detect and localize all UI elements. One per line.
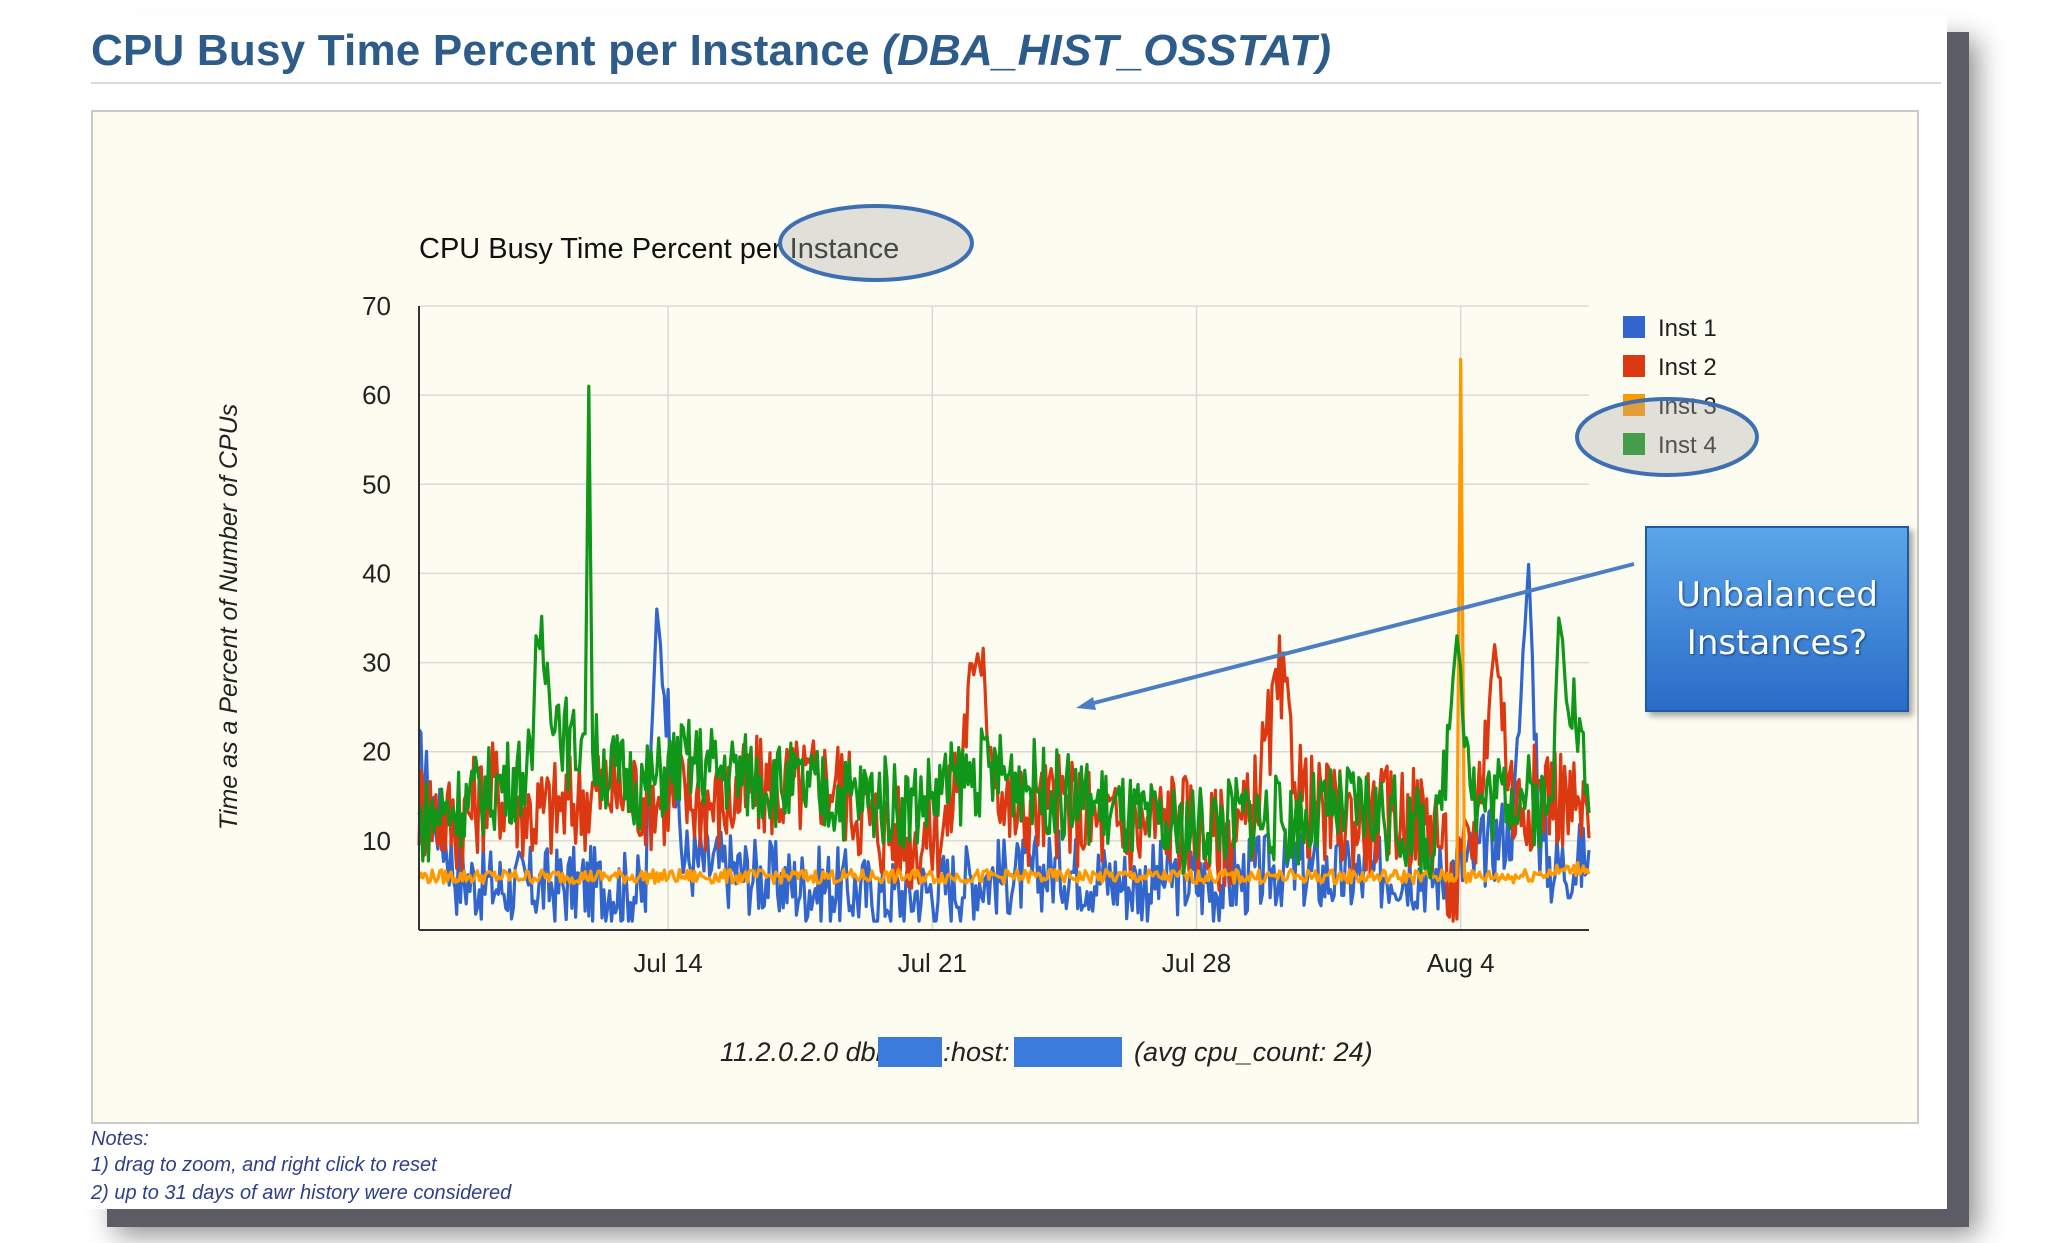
y-tick-label: 30 bbox=[362, 648, 391, 678]
notes-line-1: 1) drag to zoom, and right click to rese… bbox=[91, 1154, 437, 1176]
legend-label: Inst 1 bbox=[1658, 315, 1717, 342]
legend-item-inst-1[interactable]: Inst 1 bbox=[1623, 315, 1717, 342]
legend-item-inst-4[interactable]: Inst 4 bbox=[1623, 432, 1717, 459]
y-tick-label: 10 bbox=[362, 826, 391, 856]
chart-svg[interactable]: 10 20 30 40 50 60 70 Jul 14 Jul 21 Jul 28 Aug 4 CP… bbox=[93, 112, 1917, 1122]
legend-item-inst-2[interactable]: Inst 2 bbox=[1623, 354, 1717, 381]
legend-swatch bbox=[1623, 316, 1645, 338]
notes-line-2: 2) up to 31 days of awr history were con… bbox=[91, 1182, 512, 1204]
page-title-main: CPU Busy Time Percent per Instance bbox=[91, 26, 870, 75]
x-tick-label: Jul 21 bbox=[898, 948, 967, 978]
legend-label: Inst 2 bbox=[1658, 354, 1717, 381]
y-axis-label: Time as a Percent of Number of CPUs bbox=[215, 404, 243, 830]
callout-box: Unbalanced Instances? bbox=[1645, 526, 1909, 712]
callout-text: Unbalanced Instances? bbox=[1676, 575, 1878, 663]
slide: CPU Busy Time Percent per Instance (DBA_… bbox=[85, 14, 1947, 1209]
x-axis-footer: 11.2.0.2.0 dbname: host: (avg cpu_count:… bbox=[720, 1037, 1373, 1067]
notes-header: Notes: bbox=[91, 1128, 149, 1150]
x-tick-label: Aug 4 bbox=[1427, 948, 1495, 978]
series-layer bbox=[417, 357, 1591, 923]
x-axis-footer-host: host: bbox=[951, 1037, 1010, 1067]
legend-swatch bbox=[1623, 433, 1645, 455]
x-tick-label: Jul 28 bbox=[1162, 948, 1231, 978]
legend-swatch bbox=[1623, 355, 1645, 377]
page-title: CPU Busy Time Percent per Instance (DBA_… bbox=[91, 26, 1331, 76]
page-title-suffix: (DBA_HIST_OSSTAT) bbox=[882, 26, 1332, 75]
legend-highlight-ellipse bbox=[1575, 397, 1759, 477]
series-line-inst-1[interactable] bbox=[417, 562, 1591, 923]
title-highlight-ellipse bbox=[778, 204, 974, 282]
x-axis-footer-cpu: (avg cpu_count: 24) bbox=[1134, 1037, 1373, 1067]
y-tick-label: 60 bbox=[362, 380, 391, 410]
axis-layer: 10 20 30 40 50 60 70 Jul 14 Jul 21 Jul 28 Aug 4 bbox=[362, 291, 1589, 978]
y-tick-label: 70 bbox=[362, 291, 391, 321]
callout-pointer bbox=[1076, 562, 1635, 710]
chart-title: CPU Busy Time Percent per Instance bbox=[419, 233, 899, 265]
title-divider bbox=[91, 82, 1941, 84]
redacted-host bbox=[1014, 1037, 1122, 1067]
series-line-inst-4[interactable] bbox=[417, 384, 1591, 880]
series-line-inst-3[interactable] bbox=[417, 357, 1591, 886]
x-tick-label: Jul 14 bbox=[633, 948, 702, 978]
y-tick-label: 50 bbox=[362, 469, 391, 499]
redacted-dbname bbox=[878, 1037, 942, 1067]
y-tick-label: 20 bbox=[362, 737, 391, 767]
chart-frame[interactable]: 10 20 30 40 50 60 70 Jul 14 Jul 21 Jul 28 Aug 4 CP… bbox=[91, 110, 1919, 1124]
y-tick-label: 40 bbox=[362, 558, 391, 588]
legend-label: Inst 4 bbox=[1658, 432, 1717, 459]
